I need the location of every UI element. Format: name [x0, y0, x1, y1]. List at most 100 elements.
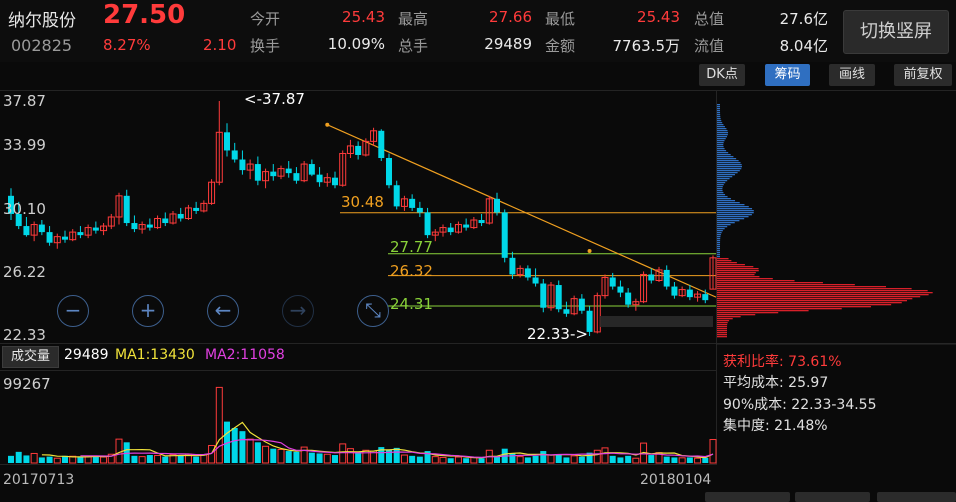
divider: [0, 90, 956, 91]
chip-bar: [717, 186, 723, 188]
candle-body: [53, 236, 61, 244]
quote-field-value: 27.66: [489, 8, 532, 26]
volume-indicator-button[interactable]: 成交量: [2, 346, 59, 368]
chip-bar: [717, 174, 735, 176]
candle-body: [308, 164, 315, 175]
volume-bar: [447, 458, 454, 463]
volume-bar: [8, 455, 14, 463]
chip-bar: [717, 118, 721, 120]
switch-orientation-button[interactable]: 切换竖屏: [843, 10, 949, 54]
chip-bar: [717, 146, 724, 148]
volume-bar: [346, 448, 354, 464]
chip-bar: [717, 166, 742, 168]
chip-bar: [717, 138, 726, 140]
divider: [0, 343, 956, 344]
candle-body: [547, 284, 555, 309]
bottom-tab[interactable]: [795, 492, 870, 502]
chip-bar: [717, 320, 730, 322]
candle-body: [293, 173, 300, 181]
volume-bar: [393, 447, 400, 463]
volume-bar: [540, 451, 547, 463]
arrow-left-icon[interactable]: ←: [207, 295, 239, 327]
candle-body: [439, 227, 447, 233]
stock-code: 002825: [11, 36, 73, 55]
date-end-label: 20180104: [640, 472, 712, 488]
chip-distribution-button[interactable]: 筹码: [765, 64, 810, 86]
plus-icon[interactable]: +: [132, 295, 164, 327]
chip-bar: [717, 216, 749, 218]
dk-point-button[interactable]: DK点: [699, 64, 745, 86]
quote-field-label: 今开: [250, 10, 281, 28]
candle-body: [601, 276, 609, 297]
volume-bar: [262, 445, 270, 464]
volume-bar: [323, 453, 331, 464]
volume-bar: [386, 449, 392, 463]
candle-body: [578, 298, 585, 311]
chip-bar: [717, 302, 902, 304]
volume-bar: [270, 448, 277, 463]
forward-adjust-button[interactable]: 前复权: [894, 64, 952, 86]
chip-bar: [717, 236, 721, 238]
volume-legend-ma2: MA2:11058: [205, 347, 285, 363]
chip-bar: [717, 246, 721, 248]
chip-bar: [717, 244, 721, 246]
chip-bar: [717, 312, 779, 314]
chip-bar: [717, 334, 728, 336]
chip-bar: [717, 290, 928, 292]
candle-body: [424, 212, 431, 236]
chip-bar: [717, 264, 745, 266]
volume-bar: [702, 457, 709, 463]
volume-bar: [516, 456, 524, 464]
volume-bar: [239, 431, 246, 463]
candle-body: [355, 145, 362, 155]
chip-bar: [717, 224, 731, 226]
high-marker: <-37.87: [244, 90, 305, 108]
chip-bar: [717, 314, 756, 316]
chip-bar: [717, 296, 921, 298]
chip-bar: [717, 322, 728, 324]
chip-bar: [717, 128, 727, 130]
minus-icon[interactable]: −: [57, 295, 89, 327]
chip-bar: [717, 222, 735, 224]
candle-body: [30, 224, 38, 236]
quote-field-value: 10.09%: [327, 35, 385, 53]
candle-body: [663, 269, 670, 287]
volume-bar: [563, 457, 570, 463]
volume-bar: [524, 457, 531, 463]
volume-bar: [115, 438, 123, 464]
candle-body: [208, 181, 216, 204]
chip-bar: [717, 288, 912, 290]
ma2-line: [80, 438, 714, 459]
volume-bar: [593, 449, 601, 464]
candle-body: [678, 289, 686, 297]
arrow-right-icon[interactable]: →: [282, 295, 314, 327]
chip-bar: [717, 252, 721, 254]
chip-bar: [717, 254, 721, 256]
chip-bar: [717, 188, 723, 190]
candle-body: [478, 220, 485, 224]
chip-bar: [717, 278, 773, 280]
volume-bar: [609, 455, 616, 463]
quote-field-label: 总值: [694, 10, 725, 28]
volume-bar: [439, 456, 447, 464]
volume-bar: [339, 443, 347, 464]
volume-bar: [454, 456, 462, 464]
chip-bar: [717, 214, 752, 216]
candle-body: [200, 202, 208, 212]
candle-body: [416, 207, 423, 213]
chip-bar: [717, 158, 737, 160]
bottom-tab[interactable]: [705, 492, 790, 502]
candle-body: [632, 301, 640, 306]
candle-body: [625, 292, 632, 305]
draw-line-button[interactable]: 画线: [829, 64, 875, 86]
candle-body: [470, 219, 478, 229]
candle-body: [277, 168, 285, 177]
quote-field-label: 最高: [398, 10, 429, 28]
candle-body: [332, 177, 338, 186]
candle-body: [709, 257, 717, 290]
chip-bar: [717, 196, 728, 198]
collapse-icon[interactable]: ⤡: [357, 295, 389, 327]
chip-bar: [717, 270, 759, 272]
bottom-tab[interactable]: [877, 492, 956, 502]
